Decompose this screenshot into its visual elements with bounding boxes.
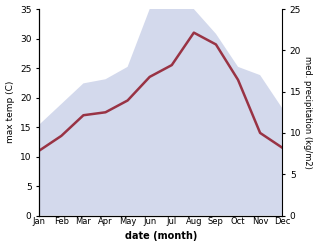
Y-axis label: med. precipitation (kg/m2): med. precipitation (kg/m2) (303, 56, 313, 169)
X-axis label: date (month): date (month) (125, 231, 197, 242)
Y-axis label: max temp (C): max temp (C) (5, 81, 15, 144)
